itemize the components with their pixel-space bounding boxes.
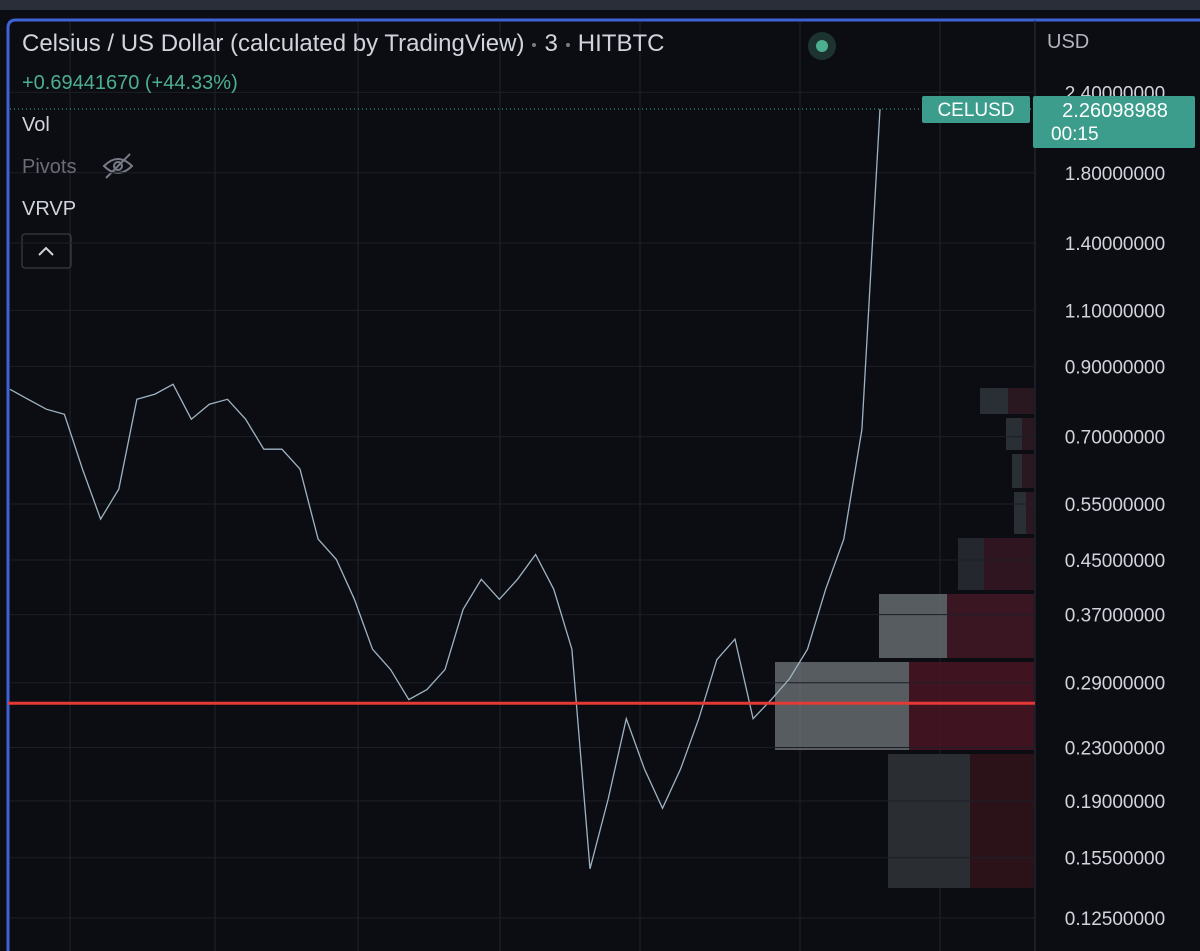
status-dot [816, 40, 828, 52]
y-tick-label: 0.55000000 [1065, 495, 1165, 516]
y-tick-label: 0.45000000 [1065, 551, 1165, 572]
price-line [9, 109, 881, 869]
hide-icon[interactable] [102, 153, 134, 179]
axis-label: USD [1047, 31, 1089, 53]
interval: 3 [544, 30, 558, 57]
collapse-button[interactable] [21, 233, 72, 269]
collapse-icon [38, 246, 54, 256]
y-tick-label: 0.19000000 [1065, 792, 1165, 813]
indicator[interactable]: VRVP [22, 198, 77, 220]
y-tick-label: 1.80000000 [1065, 164, 1165, 185]
exchange: HITBTC [577, 30, 665, 57]
top-strip [0, 0, 1200, 10]
y-tick-label: 0.12500000 [1065, 909, 1165, 930]
indicator[interactable]: Pivots [22, 156, 77, 178]
y-tick-label: 0.70000000 [1065, 428, 1165, 449]
y-tick-label: 0.15500000 [1065, 849, 1165, 870]
symbol-legend: Celsius / US Dollar (calculated by Tradi… [22, 30, 664, 58]
separator [532, 42, 537, 47]
y-tick-label: 0.23000000 [1065, 738, 1165, 759]
symbol-tag-text: CELUSD [937, 100, 1014, 121]
symbol-title: Celsius / US Dollar (calculated by Tradi… [22, 30, 525, 57]
volume-profile [775, 388, 1034, 888]
time-grid [69, 22, 941, 951]
price-tag [1033, 96, 1195, 149]
price-tag-value: 2.26098988 [1062, 100, 1168, 122]
y-tick-label: 1.40000000 [1065, 234, 1165, 255]
y-tick-label: 0.37000000 [1065, 606, 1165, 627]
panel-border [6, 18, 1200, 951]
price-change: +0.69441670 (+44.33%) [22, 72, 238, 94]
y-tick-label: 0.29000000 [1065, 674, 1165, 695]
y-tick-label: 1.10000000 [1065, 301, 1165, 322]
y-tick-label: 0.90000000 [1065, 357, 1165, 378]
symbol-tag [922, 96, 1030, 124]
price-tag-countdown: 00:15 [1051, 124, 1099, 145]
separator [565, 42, 570, 47]
indicator[interactable]: Vol [22, 114, 50, 136]
